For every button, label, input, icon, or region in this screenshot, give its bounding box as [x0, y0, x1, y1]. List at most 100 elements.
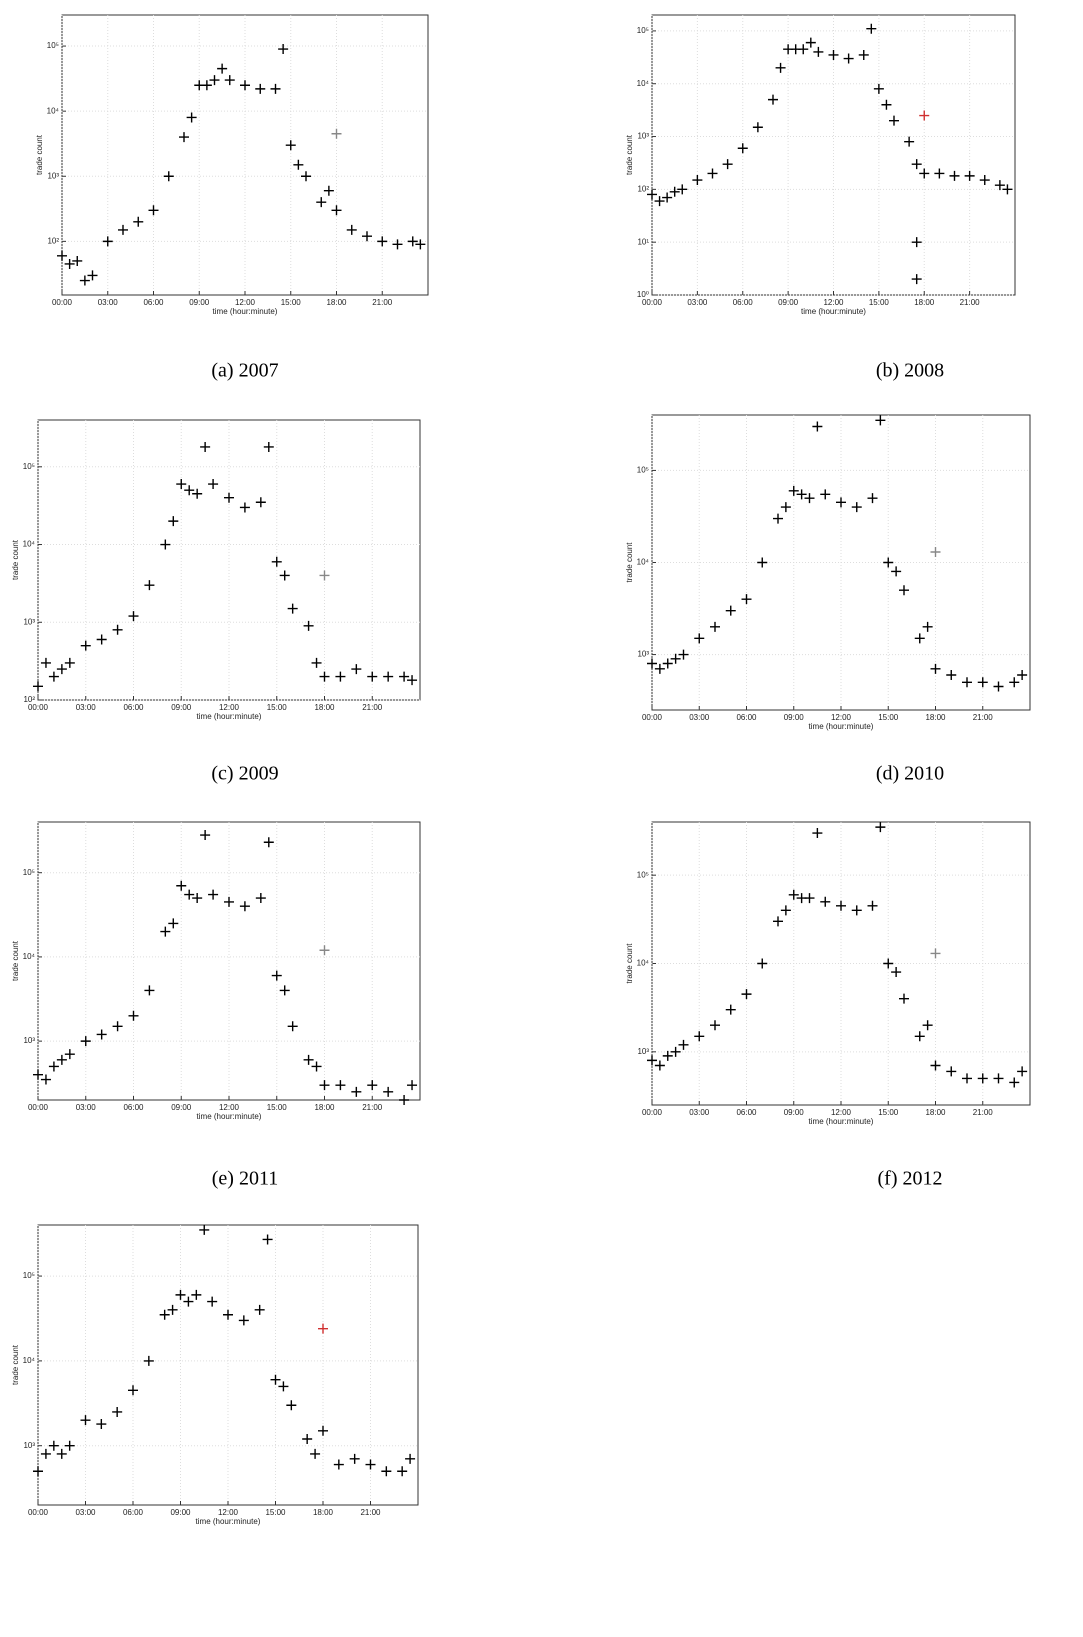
data-point — [891, 566, 902, 577]
caption: (f) 2012 — [878, 1168, 943, 1190]
data-point — [64, 657, 75, 668]
y-tick-label: 10¹ — [637, 237, 649, 246]
data-point — [678, 1039, 689, 1050]
x-tick-label: 00:00 — [642, 1108, 663, 1117]
data-point — [263, 441, 274, 452]
data-point — [79, 275, 90, 286]
x-tick-label: 18:00 — [914, 298, 935, 307]
data-point — [647, 1055, 657, 1066]
data-point — [993, 681, 1004, 692]
x-tick-label: 12:00 — [219, 703, 240, 712]
x-tick-label: 21:00 — [960, 298, 981, 307]
data-point — [934, 168, 945, 179]
data-point — [922, 1020, 933, 1031]
data-point — [647, 658, 657, 669]
data-point — [883, 958, 894, 969]
data-point — [118, 224, 128, 235]
data-point — [176, 880, 187, 891]
data-point — [904, 136, 915, 147]
x-tick-label: 18:00 — [314, 1103, 335, 1112]
data-point — [930, 547, 941, 558]
data-point — [979, 175, 990, 186]
y-tick-label: 10⁵ — [23, 868, 35, 877]
data-point — [64, 1049, 75, 1060]
data-point — [812, 421, 823, 432]
x-tick-label: 15:00 — [878, 713, 899, 722]
data-point — [319, 945, 330, 956]
data-point — [899, 585, 909, 596]
y-tick-label: 10⁴ — [637, 558, 650, 567]
data-point — [383, 671, 394, 682]
data-point — [677, 184, 688, 195]
data-point — [993, 1073, 1004, 1084]
x-tick-label: 21:00 — [360, 1508, 381, 1517]
data-point — [186, 112, 197, 123]
data-point — [96, 1029, 107, 1040]
x-tick-label: 09:00 — [171, 1103, 192, 1112]
data-point — [335, 1080, 346, 1091]
caption: (a) 2007 — [211, 360, 278, 382]
data-point — [40, 1074, 51, 1085]
data-point — [654, 196, 665, 207]
data-point — [160, 539, 171, 550]
data-point — [381, 1466, 392, 1477]
x-tick-label: 06:00 — [733, 298, 754, 307]
data-point — [741, 989, 752, 1000]
y-tick-label: 10⁵ — [23, 1271, 35, 1280]
y-axis-label: trade count — [11, 539, 20, 580]
data-point — [752, 122, 763, 133]
x-tick-label: 06:00 — [736, 1108, 757, 1117]
data-point — [881, 99, 892, 110]
y-axis-label: trade count — [35, 134, 44, 175]
x-tick-label: 06:00 — [143, 298, 164, 307]
data-point — [239, 901, 250, 912]
data-point — [331, 128, 342, 139]
data-point — [333, 1459, 344, 1470]
data-point — [662, 192, 673, 203]
data-point — [694, 1031, 705, 1042]
data-point — [804, 893, 815, 904]
data-point — [319, 671, 330, 682]
data-point — [407, 1080, 418, 1091]
data-point — [922, 621, 933, 632]
caption: (b) 2008 — [876, 360, 944, 382]
data-point — [662, 1050, 673, 1061]
y-tick-label: 10⁵ — [637, 466, 649, 475]
data-point — [224, 896, 234, 907]
data-point — [40, 1448, 51, 1459]
x-tick-label: 21:00 — [973, 713, 994, 722]
y-tick-label: 10² — [23, 695, 35, 704]
y-tick-label: 10² — [47, 236, 59, 245]
data-point — [311, 657, 322, 668]
data-point — [199, 1224, 210, 1235]
data-point — [303, 620, 314, 631]
x-axis-label: time (hour:minute) — [801, 307, 866, 316]
data-point — [319, 570, 330, 581]
data-point — [255, 83, 266, 94]
data-point — [1017, 1066, 1028, 1077]
data-point — [200, 441, 211, 452]
data-point — [678, 649, 689, 660]
data-point — [1002, 184, 1013, 195]
data-point — [96, 1419, 107, 1430]
data-point — [278, 44, 289, 55]
data-point — [96, 634, 107, 645]
x-tick-label: 21:00 — [362, 1103, 383, 1112]
y-tick-label: 10⁵ — [47, 41, 59, 50]
x-axis-label: time (hour:minute) — [809, 722, 874, 731]
x-tick-label: 03:00 — [689, 713, 710, 722]
data-point — [33, 1069, 43, 1080]
data-point — [851, 905, 862, 916]
data-point — [407, 675, 418, 686]
data-point — [946, 669, 957, 680]
data-point — [930, 663, 941, 674]
x-tick-label: 00:00 — [642, 713, 663, 722]
data-point — [271, 970, 282, 981]
caption: (d) 2010 — [876, 763, 944, 785]
data-point — [311, 1061, 322, 1072]
x-tick-label: 09:00 — [189, 298, 210, 307]
x-axis-label: time (hour:minute) — [197, 1112, 262, 1121]
x-tick-label: 09:00 — [170, 1508, 191, 1517]
data-point — [654, 1060, 665, 1071]
data-point — [669, 186, 680, 197]
